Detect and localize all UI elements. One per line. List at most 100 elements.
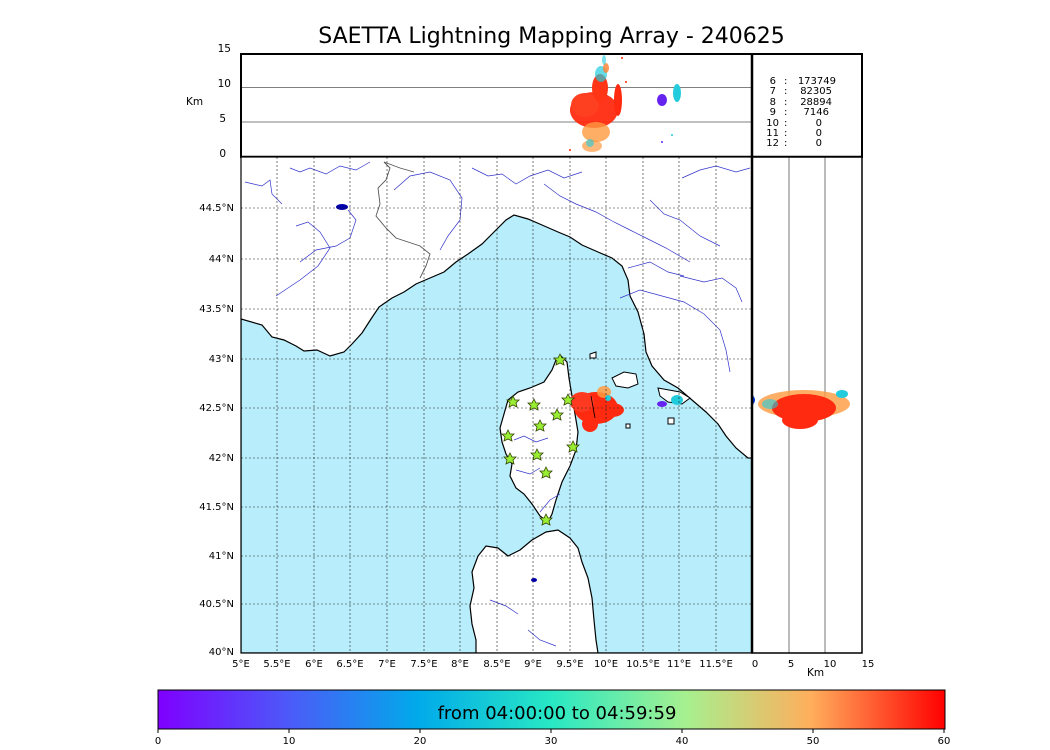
side-axis: 0 5 10 15 Km bbox=[752, 659, 875, 679]
altitude-scatter bbox=[569, 55, 681, 152]
station-count-row: 8 : 28894 bbox=[770, 97, 832, 108]
altitude-tick-label: 0 bbox=[219, 148, 226, 160]
lat-tick-label: 42°N bbox=[209, 453, 234, 464]
station-count-row: 10 : 0 bbox=[766, 118, 822, 129]
altitude-tick-label: 10 bbox=[218, 78, 231, 90]
star-icon bbox=[539, 513, 553, 526]
station-count-value: 0 bbox=[816, 138, 822, 149]
chart-title: SAETTA Lightning Mapping Array - 240625 bbox=[318, 24, 785, 49]
side-tick-label: 15 bbox=[862, 659, 875, 670]
station-count-stations: 12 bbox=[766, 138, 779, 149]
station-count-stations: 10 bbox=[766, 118, 779, 129]
lat-tick-label: 43.5°N bbox=[199, 304, 234, 315]
station-count-value: 0 bbox=[816, 118, 822, 129]
star-icon bbox=[527, 398, 541, 411]
colorbar-tick-label: 30 bbox=[545, 736, 558, 747]
star-icon bbox=[530, 448, 544, 461]
island-small bbox=[667, 417, 675, 425]
lat-tick-label: 43°N bbox=[209, 354, 234, 365]
lon-tick-label: 10°E bbox=[594, 659, 618, 670]
station-count-row: 11 : 0 bbox=[766, 128, 822, 139]
lon-tick-label: 9°E bbox=[524, 659, 542, 670]
lake bbox=[336, 204, 348, 210]
lat-tick-label: 41°N bbox=[209, 551, 234, 562]
altitude-axis: 15 10 5 0 Km bbox=[186, 43, 231, 160]
lat-tick-label: 42.5°N bbox=[199, 403, 234, 414]
lon-tick-label: 6°E bbox=[305, 659, 323, 670]
station-count-sep: : bbox=[784, 138, 787, 149]
station-count-value: 7146 bbox=[804, 107, 829, 118]
lon-tick-label: 9.5°E bbox=[556, 659, 583, 670]
altitude-tick-label: 5 bbox=[219, 113, 226, 125]
station-count-stations: 9 bbox=[770, 107, 776, 118]
lat-tick-label: 44.5°N bbox=[199, 203, 234, 214]
station-count-value: 173749 bbox=[798, 76, 836, 87]
lake bbox=[531, 578, 537, 582]
colorbar-tick-label: 40 bbox=[676, 736, 689, 747]
lon-tick-label: 11°E bbox=[667, 659, 691, 670]
star-icon bbox=[553, 353, 567, 366]
station-count-sep: : bbox=[784, 97, 787, 108]
elba-island bbox=[611, 371, 639, 389]
star-icon bbox=[503, 452, 517, 465]
corsica-island bbox=[499, 355, 579, 523]
sardinia-island bbox=[469, 529, 599, 653]
station-count-row: 6 : 173749 bbox=[770, 76, 836, 87]
star-icon bbox=[539, 466, 553, 479]
side-tick-label: 5 bbox=[788, 659, 794, 670]
station-count-stations: 11 bbox=[766, 128, 779, 139]
lat-tick-label: 41.5°N bbox=[199, 502, 234, 513]
lon-tick-label: 7°E bbox=[378, 659, 396, 670]
borders bbox=[375, 161, 431, 279]
star-icon bbox=[566, 440, 580, 453]
lon-tick-label: 11.5°E bbox=[699, 659, 733, 670]
station-count-row: 12 : 0 bbox=[766, 138, 822, 149]
lat-axis: 44.5°N 44°N 43.5°N 43°N 42.5°N 42°N 41.5… bbox=[199, 203, 234, 658]
station-count-stations: 6 bbox=[770, 76, 776, 87]
colorbar-tick-label: 60 bbox=[938, 736, 951, 747]
side-tick-label: 0 bbox=[752, 659, 758, 670]
island-small bbox=[589, 351, 597, 359]
lat-tick-label: 44°N bbox=[209, 254, 234, 265]
lma-stations bbox=[501, 353, 580, 526]
star-icon bbox=[506, 395, 520, 408]
track-line bbox=[590, 395, 596, 419]
station-count-value: 82305 bbox=[800, 86, 832, 97]
star-icon bbox=[533, 419, 547, 432]
lon-axis: 5°E 5.5°E 6°E 6.5°E 7°E 7.5°E 8°E 8.5°E … bbox=[232, 659, 733, 670]
station-count-row: 9 : 7146 bbox=[770, 107, 829, 118]
colorbar-tick-label: 0 bbox=[155, 736, 161, 747]
lon-tick-label: 5°E bbox=[232, 659, 250, 670]
lon-tick-label: 8.5°E bbox=[483, 659, 510, 670]
colorbar-tick-label: 10 bbox=[283, 736, 296, 747]
station-count-value: 28894 bbox=[800, 97, 832, 108]
station-count-stations: 8 bbox=[770, 97, 776, 108]
side-axis-label: Km bbox=[807, 667, 824, 679]
colorbar-label: from 04:00:00 to 04:59:59 bbox=[438, 703, 677, 724]
colorbar-tick-label: 50 bbox=[807, 736, 820, 747]
altitude-tick-label: 15 bbox=[218, 43, 231, 55]
station-count-stations: 7 bbox=[770, 86, 776, 97]
lon-tick-label: 7.5°E bbox=[410, 659, 437, 670]
side-panel bbox=[750, 156, 863, 654]
altitude-axis-label: Km bbox=[186, 96, 203, 108]
station-count-sep: : bbox=[784, 128, 787, 139]
island-small bbox=[625, 423, 631, 429]
lat-tick-label: 40.5°N bbox=[199, 599, 234, 610]
station-count-sep: : bbox=[784, 86, 787, 97]
side-tick-label: 10 bbox=[824, 659, 837, 670]
rivers bbox=[244, 161, 751, 647]
station-count-value: 0 bbox=[816, 128, 822, 139]
colorbar: from 04:00:00 to 04:59:59 0 10 20 30 40 … bbox=[155, 689, 951, 747]
lon-tick-label: 10.5°E bbox=[626, 659, 660, 670]
lon-tick-label: 5.5°E bbox=[263, 659, 290, 670]
side-scatter bbox=[752, 390, 850, 429]
star-icon bbox=[501, 429, 515, 442]
station-count-sep: : bbox=[784, 76, 787, 87]
map-panel bbox=[240, 156, 753, 654]
lat-tick-label: 40°N bbox=[209, 647, 234, 658]
lon-tick-label: 6.5°E bbox=[336, 659, 363, 670]
station-count-row: 7 : 82305 bbox=[770, 86, 832, 97]
station-count-sep: : bbox=[784, 107, 787, 118]
sea-area bbox=[241, 214, 752, 653]
